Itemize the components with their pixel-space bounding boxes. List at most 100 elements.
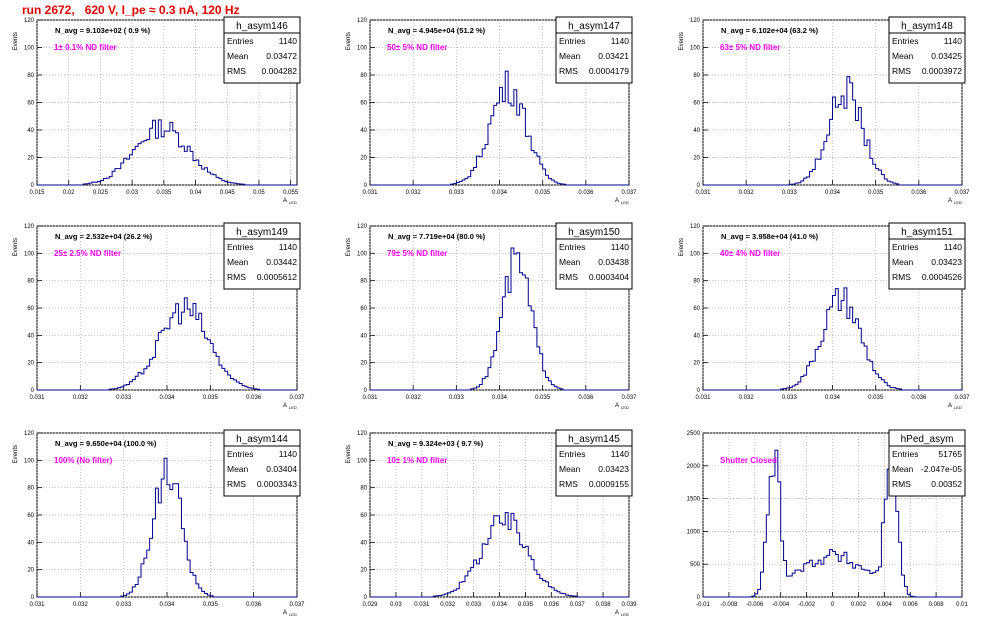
x-tick-label: 0.036 bbox=[911, 395, 927, 401]
x-tick-label: 0.036 bbox=[246, 602, 262, 608]
x-tick-label: 0.035 bbox=[535, 190, 551, 196]
stats-box bbox=[888, 16, 966, 84]
navg-label: N_avg = 2.532e+04 (26.2 %) bbox=[55, 232, 153, 241]
x-axis-subscript: LED bbox=[954, 405, 962, 410]
x-axis-label: A LED bbox=[283, 198, 297, 205]
stats-rms-label: RMS bbox=[227, 66, 246, 76]
histogram-panel-h_asym147: 0.031 0.032 0.033 0.034 0.035 0.036 0.037 0 20 40… bbox=[346, 16, 637, 205]
y-tick-label: 80 bbox=[27, 279, 34, 285]
filter-annotation: 10± 1% ND filter bbox=[387, 456, 447, 465]
y-tick-label: 120 bbox=[24, 224, 35, 230]
navg-label: N_avg = 3.958e+04 (41.0 %) bbox=[721, 232, 819, 241]
stats-rms-label: RMS bbox=[892, 272, 911, 282]
histogram-series bbox=[370, 512, 629, 598]
y-tick-label: 40 bbox=[693, 128, 700, 134]
navg-label: N_avg = 9.650e+04 (100.0 %) bbox=[55, 439, 157, 448]
y-tick-label: 120 bbox=[690, 224, 701, 230]
x-tick-label: 0 bbox=[831, 602, 835, 608]
y-tick-label: 100 bbox=[357, 46, 368, 52]
x-tick-label: 0.04 bbox=[190, 190, 202, 196]
stats-mean-value: 0.03404 bbox=[266, 464, 297, 474]
histogram-panel-h_asym149: 0.031 0.032 0.033 0.034 0.035 0.036 0.037 0 20 40… bbox=[13, 222, 305, 410]
y-tick-label: 100 bbox=[24, 458, 35, 464]
y-tick-label: 60 bbox=[360, 306, 367, 312]
histogram-series bbox=[703, 76, 962, 186]
stats-rms-label: RMS bbox=[892, 66, 911, 76]
y-tick-label: 40 bbox=[360, 128, 367, 134]
x-tick-label: 0.033 bbox=[466, 602, 482, 608]
x-tick-label: 0.037 bbox=[289, 395, 305, 401]
x-axis-label: A LED bbox=[948, 198, 962, 205]
y-tick-label: 80 bbox=[27, 486, 34, 492]
stats-rms-value: 0.0004179 bbox=[589, 66, 629, 76]
y-tick-label: 80 bbox=[360, 73, 367, 79]
stats-entries-value: 1140 bbox=[611, 242, 630, 252]
x-tick-label: 0.015 bbox=[29, 190, 45, 196]
x-tick-label: 0.031 bbox=[695, 190, 711, 196]
stats-rms-value: 0.0005612 bbox=[257, 272, 297, 282]
y-tick-label: 0 bbox=[31, 595, 35, 601]
y-tick-label: 120 bbox=[690, 18, 701, 24]
histogram-panel-h_asym144: 0.031 0.032 0.033 0.034 0.035 0.036 0.037 0 20 40… bbox=[13, 429, 305, 617]
y-tick-label: 100 bbox=[24, 251, 35, 257]
x-tick-label: 0.031 bbox=[362, 395, 378, 401]
y-tick-label: 0 bbox=[364, 388, 368, 394]
x-tick-label: 0.03 bbox=[126, 190, 138, 196]
histogram-name: h_asym144 bbox=[236, 434, 288, 445]
y-tick-label: 100 bbox=[690, 251, 701, 257]
y-tick-label: 100 bbox=[357, 251, 368, 257]
x-tick-label: 0.032 bbox=[73, 395, 89, 401]
x-tick-label: -0.01 bbox=[696, 602, 710, 608]
x-tick-label: 0.036 bbox=[246, 395, 262, 401]
stats-entries-label: Entries bbox=[227, 242, 253, 252]
stats-mean-label: Mean bbox=[559, 257, 581, 267]
stats-box bbox=[223, 222, 301, 290]
y-axis-label: Events bbox=[346, 32, 352, 50]
filter-annotation: 1± 0.1% ND filter bbox=[54, 43, 117, 52]
y-axis-label: Events bbox=[679, 238, 685, 256]
x-tick-label: 0.034 bbox=[492, 395, 508, 401]
stats-rms-label: RMS bbox=[892, 479, 911, 489]
x-tick-label: 0.033 bbox=[449, 190, 465, 196]
x-tick-label: 0.032 bbox=[406, 190, 422, 196]
stats-mean-value: 0.03421 bbox=[598, 51, 629, 61]
histogram-name: h_asym148 bbox=[901, 21, 953, 32]
histogram-name: hPed_asym bbox=[901, 434, 954, 445]
y-tick-label: 80 bbox=[27, 73, 34, 79]
x-tick-label: 0.029 bbox=[362, 602, 378, 608]
y-axis-label: Events bbox=[13, 32, 19, 50]
x-tick-label: 0.05 bbox=[253, 190, 265, 196]
histogram-series bbox=[703, 287, 962, 391]
x-tick-label: 0.034 bbox=[825, 395, 841, 401]
navg-label: N_avg = 7.719e+04 (80.0 %) bbox=[388, 232, 486, 241]
x-tick-label: 0.006 bbox=[903, 602, 919, 608]
histogram-panel-h_asym150: 0.031 0.032 0.033 0.034 0.035 0.036 0.037 0 20 40… bbox=[346, 222, 637, 410]
x-tick-label: 0.032 bbox=[406, 395, 422, 401]
y-tick-label: 80 bbox=[360, 279, 367, 285]
filter-annotation: 79± 5% ND filter bbox=[387, 249, 447, 258]
y-tick-label: 20 bbox=[693, 156, 700, 162]
stats-box bbox=[555, 429, 633, 497]
y-tick-label: 20 bbox=[27, 156, 34, 162]
x-tick-label: 0.033 bbox=[782, 190, 798, 196]
x-axis-subscript: LED bbox=[621, 612, 629, 617]
y-tick-label: 20 bbox=[360, 156, 367, 162]
stats-entries-label: Entries bbox=[227, 36, 253, 46]
navg-label: N_avg = 4.945e+04 (51.2 %) bbox=[388, 26, 486, 35]
x-tick-label: 0.02 bbox=[63, 190, 75, 196]
histogram-panel-h_asym151: 0.031 0.032 0.033 0.034 0.035 0.036 0.037 0 20 40… bbox=[679, 222, 970, 410]
x-tick-label: 0.045 bbox=[220, 190, 236, 196]
page-title: run 2672, 620 V, I_pe ≈ 0.3 nA, 120 Hz bbox=[22, 3, 240, 17]
stats-rms-value: 0.0004526 bbox=[922, 272, 962, 282]
stats-rms-value: 0.0003343 bbox=[257, 479, 297, 489]
x-tick-label: 0.037 bbox=[621, 190, 637, 196]
stats-entries-value: 1140 bbox=[279, 36, 298, 46]
x-tick-label: 0.034 bbox=[159, 395, 175, 401]
histogram-series bbox=[370, 247, 629, 391]
stats-box bbox=[555, 16, 633, 84]
x-tick-label: 0.033 bbox=[116, 395, 132, 401]
stats-entries-label: Entries bbox=[892, 36, 918, 46]
x-tick-label: 0.037 bbox=[954, 190, 970, 196]
x-axis-label: A LED bbox=[615, 403, 629, 410]
